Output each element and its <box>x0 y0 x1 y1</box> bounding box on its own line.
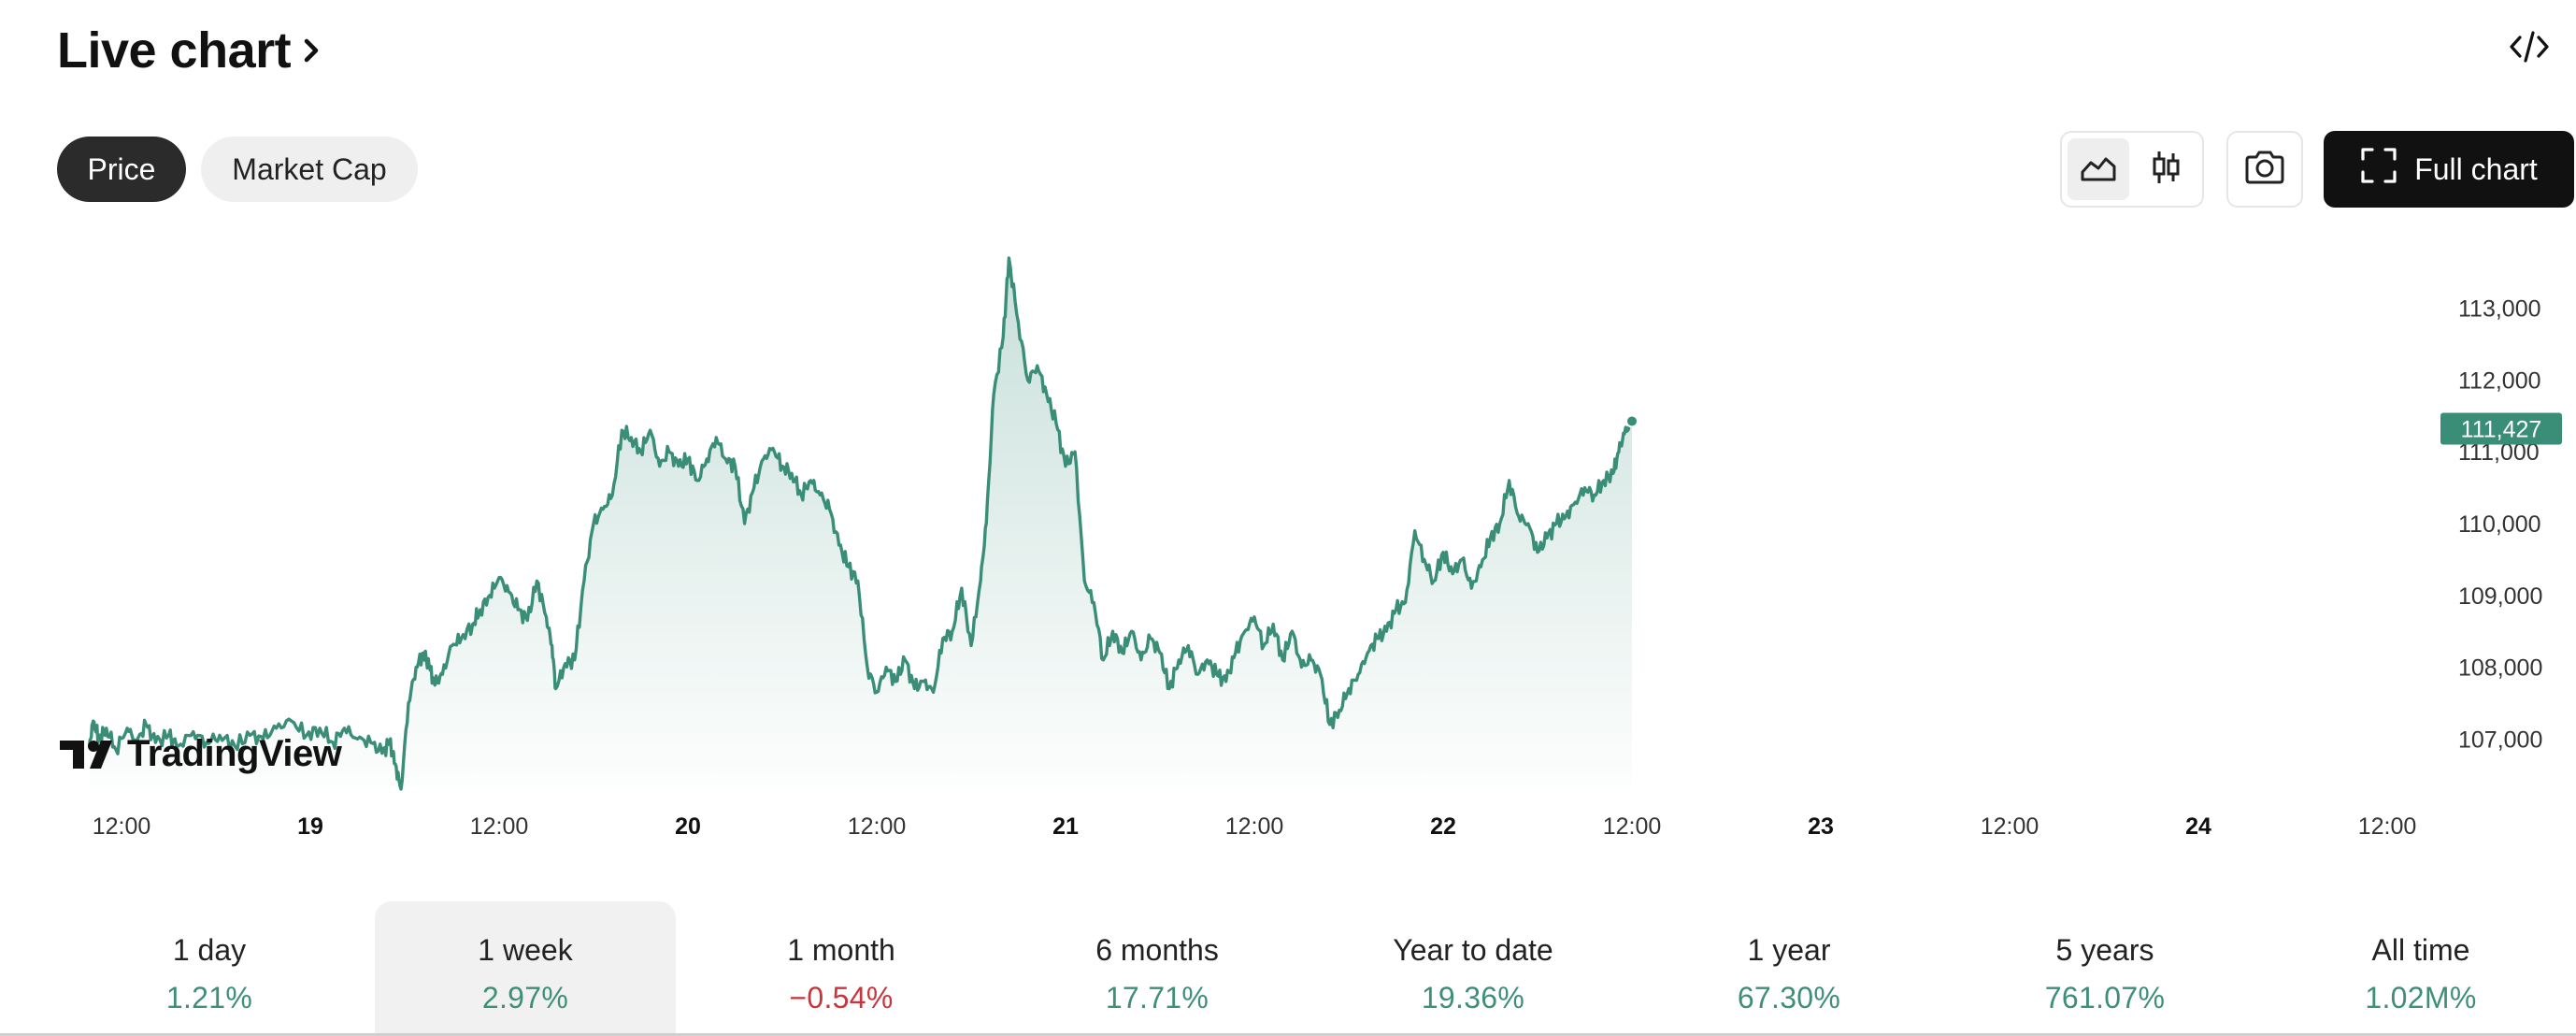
period-change: 1.02M% <box>2365 981 2477 1014</box>
full-chart-button[interactable]: Full chart <box>2324 131 2574 208</box>
period-tab[interactable]: 1 week 2.97% <box>375 901 676 1036</box>
period-tab[interactable]: 5 years 761.07% <box>1954 901 2255 1036</box>
candlestick-chart-button[interactable] <box>2135 138 2197 200</box>
chevron-right-icon <box>298 37 324 64</box>
area-chart-button[interactable] <box>2068 138 2129 200</box>
tradingview-wordmark: TradingView <box>127 733 343 774</box>
x-tick-label: 21 <box>1052 813 1079 840</box>
y-tick-label: 108,000 <box>2458 655 2542 682</box>
period-tab[interactable]: All time 1.02M% <box>2270 901 2571 1036</box>
period-tab[interactable]: Year to date 19.36% <box>1323 901 1624 1036</box>
x-tick-label: 12:00 <box>1225 813 1284 840</box>
last-price-point <box>1625 414 1639 428</box>
period-label: 6 months <box>1095 933 1219 967</box>
camera-icon <box>2243 149 2286 191</box>
y-tick-label: 112,000 <box>2458 367 2541 394</box>
period-tab[interactable]: 1 day 1.21% <box>59 901 360 1036</box>
y-tick-label: 109,000 <box>2458 583 2542 610</box>
period-label: 1 day <box>172 933 247 967</box>
period-tab[interactable]: 1 year 67.30% <box>1639 901 1939 1036</box>
x-tick-label: 23 <box>1808 813 1834 840</box>
price-line <box>88 256 1634 791</box>
code-embed-icon[interactable] <box>2507 24 2552 69</box>
tradingview-logo: TradingView <box>60 733 343 774</box>
bottom-divider <box>0 1033 2576 1036</box>
period-change: 67.30% <box>1737 981 1841 1014</box>
period-change: 1.21% <box>165 981 253 1014</box>
period-label: 1 week <box>478 933 573 967</box>
period-selector: 1 day 1.21% 1 week 2.97% 1 month −0.54% 6 mont… <box>0 901 2576 1036</box>
period-change: 761.07% <box>2044 981 2166 1014</box>
period-label: Year to date <box>1393 933 1553 967</box>
y-tick-label: 110,000 <box>2458 511 2541 538</box>
tab-market-cap[interactable]: Market Cap <box>201 137 418 202</box>
period-label: All time <box>2371 933 2470 967</box>
current-price-text: 111,427 <box>2461 416 2542 442</box>
chart-type-toggle <box>2060 131 2204 208</box>
x-tick-label: 12:00 <box>1981 813 2039 840</box>
y-tick-label: 113,000 <box>2458 296 2541 323</box>
period-label: 1 month <box>787 933 895 967</box>
x-tick-label: 12:00 <box>470 813 529 840</box>
page-title: Live chart <box>57 22 292 79</box>
price-chart[interactable]: 107,000108,000109,000110,000111,000112,0… <box>0 224 2576 842</box>
area-chart-icon <box>2080 151 2117 188</box>
x-tick-label: 22 <box>1430 813 1456 840</box>
full-chart-label: Full chart <box>2414 151 2538 186</box>
x-tick-label: 12:00 <box>2358 813 2417 840</box>
y-tick-label: 107,000 <box>2458 727 2542 753</box>
screenshot-button[interactable] <box>2226 131 2303 208</box>
x-tick-label: 12:00 <box>93 813 151 840</box>
period-label: 5 years <box>2055 933 2154 967</box>
x-tick-label: 19 <box>297 813 323 840</box>
fullscreen-icon <box>2360 147 2397 192</box>
x-tick-label: 12:00 <box>848 813 907 840</box>
period-change: 17.71% <box>1105 981 1209 1014</box>
current-price-label: 111,427 <box>2440 412 2562 445</box>
x-axis: 12:00 19 12:00 20 12:00 21 12:00 22 12:00 23 12:00… <box>93 813 2417 840</box>
tab-price[interactable]: Price <box>57 137 186 202</box>
x-tick-label: 12:00 <box>1603 813 1662 840</box>
x-tick-label: 24 <box>2185 813 2211 840</box>
period-tab[interactable]: 1 month −0.54% <box>691 901 992 1036</box>
period-label: 1 year <box>1747 933 1831 967</box>
candlestick-icon <box>2150 149 2182 191</box>
title-link[interactable]: Live chart <box>57 17 324 84</box>
price-area-fill <box>89 258 1632 789</box>
period-change: −0.54% <box>789 981 894 1014</box>
period-tab[interactable]: 6 months 17.71% <box>1007 901 1308 1036</box>
y-axis: 107,000108,000109,000110,000111,000112,0… <box>2458 296 2542 754</box>
period-change: 19.36% <box>1421 981 1525 1014</box>
x-tick-label: 20 <box>675 813 701 840</box>
period-change: 2.97% <box>481 981 569 1014</box>
